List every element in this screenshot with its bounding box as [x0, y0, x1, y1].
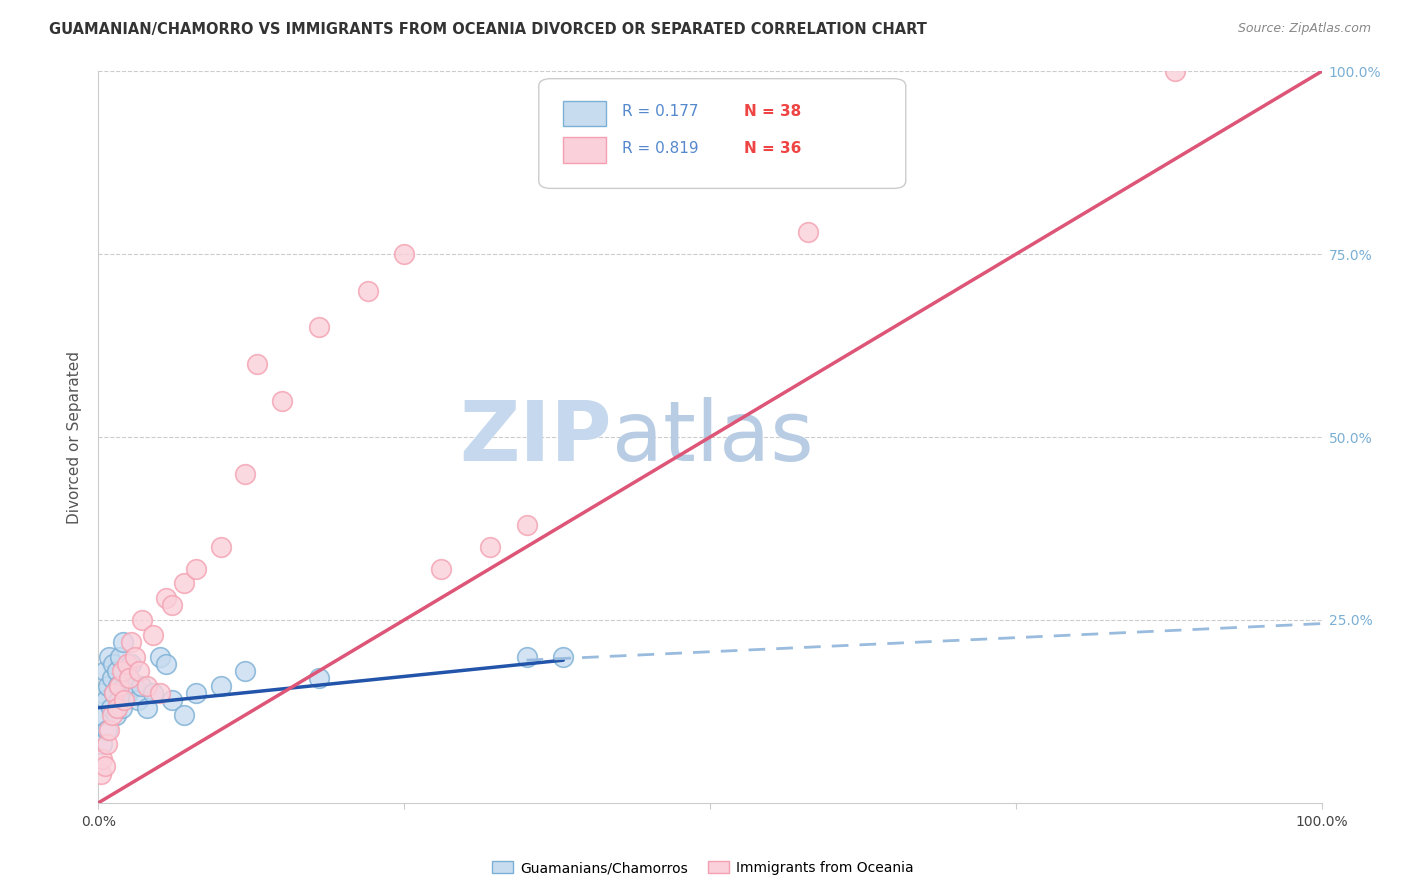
Point: [98, 649, 121, 664]
Point: [103, 686, 125, 700]
Point: [112, 693, 135, 707]
Point: [128, 664, 150, 678]
Point: [186, 686, 208, 700]
Point: [356, 284, 378, 298]
Point: [430, 562, 453, 576]
Point: [136, 679, 159, 693]
Point: [209, 679, 232, 693]
Point: [233, 467, 256, 481]
Point: [115, 657, 138, 671]
Point: [97, 679, 120, 693]
Point: [90, 708, 112, 723]
Text: R = 0.819: R = 0.819: [621, 141, 699, 156]
Point: [120, 657, 142, 671]
Point: [478, 540, 501, 554]
Point: [108, 693, 131, 707]
Point: [308, 672, 330, 686]
Point: [149, 686, 172, 700]
Point: [103, 686, 125, 700]
Point: [90, 766, 112, 780]
Point: [155, 657, 177, 671]
Point: [127, 693, 149, 707]
Point: [136, 700, 159, 714]
Point: [246, 357, 269, 371]
Y-axis label: Divorced or Separated: Divorced or Separated: [67, 351, 83, 524]
Point: [392, 247, 416, 261]
Point: [96, 737, 118, 751]
Text: N = 38: N = 38: [744, 104, 801, 120]
Point: [186, 562, 208, 576]
FancyBboxPatch shape: [564, 101, 606, 127]
Point: [93, 759, 115, 773]
Point: [124, 649, 146, 664]
Point: [117, 686, 139, 700]
Point: [98, 723, 121, 737]
Point: [111, 664, 134, 678]
Point: [111, 635, 134, 649]
Point: [91, 737, 114, 751]
Point: [155, 591, 177, 605]
Point: [233, 664, 256, 678]
Point: [91, 752, 114, 766]
Point: [131, 613, 153, 627]
Point: [129, 679, 152, 693]
Point: [797, 225, 820, 239]
Point: [515, 517, 537, 532]
Point: [94, 693, 117, 707]
Text: R = 0.177: R = 0.177: [621, 104, 699, 120]
Point: [104, 708, 127, 723]
Point: [160, 599, 183, 613]
Point: [173, 576, 195, 591]
Point: [122, 679, 145, 693]
Text: N = 36: N = 36: [744, 141, 801, 156]
Point: [114, 679, 136, 693]
Point: [173, 708, 195, 723]
Point: [149, 649, 172, 664]
Point: [270, 393, 294, 408]
Point: [118, 672, 141, 686]
Point: [101, 708, 124, 723]
Point: [120, 635, 142, 649]
Text: ZIP: ZIP: [460, 397, 612, 477]
Point: [100, 700, 122, 714]
Point: [105, 700, 128, 714]
Text: Source: ZipAtlas.com: Source: ZipAtlas.com: [1237, 22, 1371, 36]
Point: [101, 672, 124, 686]
Text: atlas: atlas: [612, 397, 814, 477]
Point: [553, 649, 575, 664]
Point: [110, 649, 132, 664]
Point: [209, 540, 232, 554]
Point: [515, 649, 537, 664]
FancyBboxPatch shape: [538, 78, 905, 188]
Point: [118, 672, 141, 686]
Point: [1164, 64, 1187, 78]
Point: [105, 664, 128, 678]
Text: GUAMANIAN/CHAMORRO VS IMMIGRANTS FROM OCEANIA DIVORCED OR SEPARATED CORRELATION : GUAMANIAN/CHAMORRO VS IMMIGRANTS FROM OC…: [49, 22, 927, 37]
Point: [101, 657, 124, 671]
FancyBboxPatch shape: [564, 137, 606, 162]
Point: [93, 664, 115, 678]
Point: [111, 700, 134, 714]
Point: [142, 627, 165, 641]
Point: [108, 679, 131, 693]
Point: [160, 693, 183, 707]
Point: [91, 686, 114, 700]
Legend: Guamanians/Chamorros, Immigrants from Oceania: Guamanians/Chamorros, Immigrants from Oc…: [486, 855, 920, 880]
Point: [107, 679, 129, 693]
Point: [96, 723, 118, 737]
Point: [308, 320, 330, 334]
Point: [142, 686, 165, 700]
